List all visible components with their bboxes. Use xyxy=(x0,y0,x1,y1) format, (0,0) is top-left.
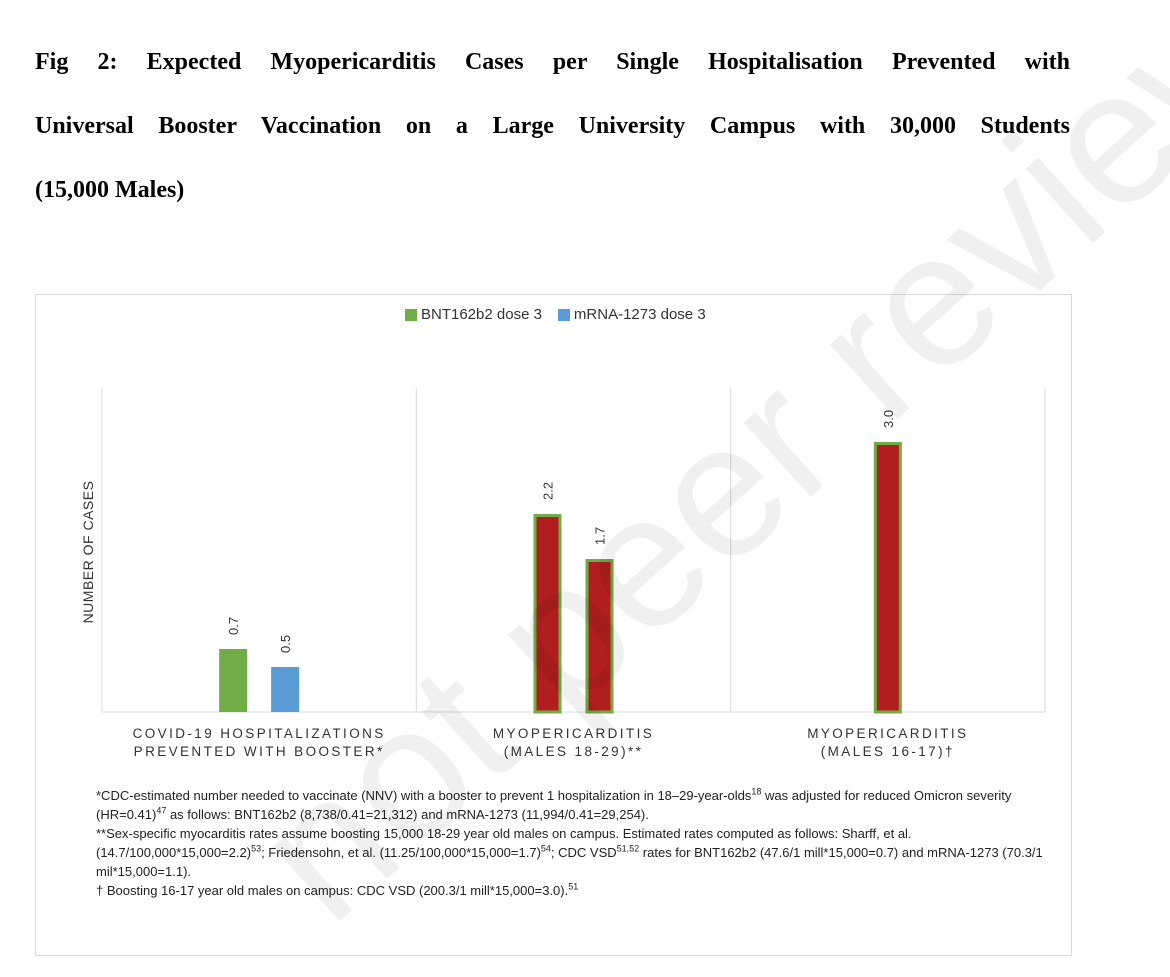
bar xyxy=(585,559,614,714)
footnote-2: **Sex-specific myocarditis rates assume … xyxy=(96,824,1056,881)
category-label-myopericarditis-16-17: MYOPERICARDITIS (MALES 16-17)† xyxy=(807,726,969,759)
footnote-2-part-d: rates for BNT162b2 (47.6/1 mill*15,000=0… xyxy=(96,845,1043,879)
legend-swatch-mrna xyxy=(557,308,570,321)
footnote-1-ref-a: 18 xyxy=(751,786,762,797)
footnote-2-part-a: **Sex-specific myocarditis rates assume … xyxy=(96,826,912,860)
title-line-1: Fig 2: Expected Myopericarditis Cases pe… xyxy=(35,49,1070,75)
bar xyxy=(533,514,562,714)
chart-bars xyxy=(219,442,902,714)
chart-footnotes: *CDC-estimated number needed to vaccinat… xyxy=(96,786,1056,900)
footnote-1-part-c: as follows: BNT162b2 (8,738/0.41=21,312)… xyxy=(166,807,649,822)
footnote-1: *CDC-estimated number needed to vaccinat… xyxy=(96,786,1056,824)
footnote-3: † Boosting 16-17 year old males on campu… xyxy=(96,881,1056,900)
legend-item-bnt: BNT162b2 dose 3 xyxy=(405,306,542,323)
figure-title: Fig 2: Expected Myopericarditis Cases pe… xyxy=(35,30,1070,222)
footnote-3-text: † Boosting 16-17 year old males on campu… xyxy=(96,883,569,898)
footnote-1-part-a: *CDC-estimated number needed to vaccinat… xyxy=(96,788,752,803)
footnote-2-ref-b: 54 xyxy=(540,843,551,854)
chart-data-labels: 0.7 0.5 2.2 1.7 3.0 xyxy=(226,410,896,653)
footnote-1-ref-b: 47 xyxy=(156,805,167,816)
legend-label-mrna: mRNA-1273 dose 3 xyxy=(573,306,706,323)
bar-data-label: 0.7 xyxy=(226,617,241,635)
footnote-3-ref: 51 xyxy=(568,881,579,892)
category-label-hospitalizations: COVID-19 HOSPITALIZATIONS PREVENTED WITH… xyxy=(132,726,386,759)
chart-axes xyxy=(101,388,1046,713)
bar-data-label: 3.0 xyxy=(881,410,896,428)
footnote-2-part-c: ; CDC VSD xyxy=(550,845,617,860)
footnote-2-part-b: ; Friedensohn, et al. (11.25/100,000*15,… xyxy=(261,845,541,860)
bar-data-label: 2.2 xyxy=(541,482,556,500)
bar xyxy=(219,649,248,712)
category-label-myopericarditis-18-29: MYOPERICARDITIS (MALES 18-29)** xyxy=(492,726,655,759)
legend-item-mrna: mRNA-1273 dose 3 xyxy=(557,306,706,323)
footnote-1-part-b: was adjusted for reduced Omicron severit… xyxy=(96,788,1012,822)
title-line-2: Universal Booster Vaccination on a Large… xyxy=(35,113,1070,139)
footnote-2-ref-c: 51,52 xyxy=(616,843,640,854)
chart-legend: BNT162b2 dose 3 mRNA-1273 dose 3 xyxy=(405,306,706,323)
footnote-2-ref-a: 53 xyxy=(251,843,262,854)
title-line-3: (15,000 Males) xyxy=(35,177,185,203)
bar-data-label: 0.5 xyxy=(278,635,293,653)
bar xyxy=(271,667,300,712)
bar-data-label: 1.7 xyxy=(593,527,608,545)
legend-swatch-bnt xyxy=(405,308,417,321)
legend-label-bnt: BNT162b2 dose 3 xyxy=(421,306,542,323)
bar xyxy=(873,442,902,714)
